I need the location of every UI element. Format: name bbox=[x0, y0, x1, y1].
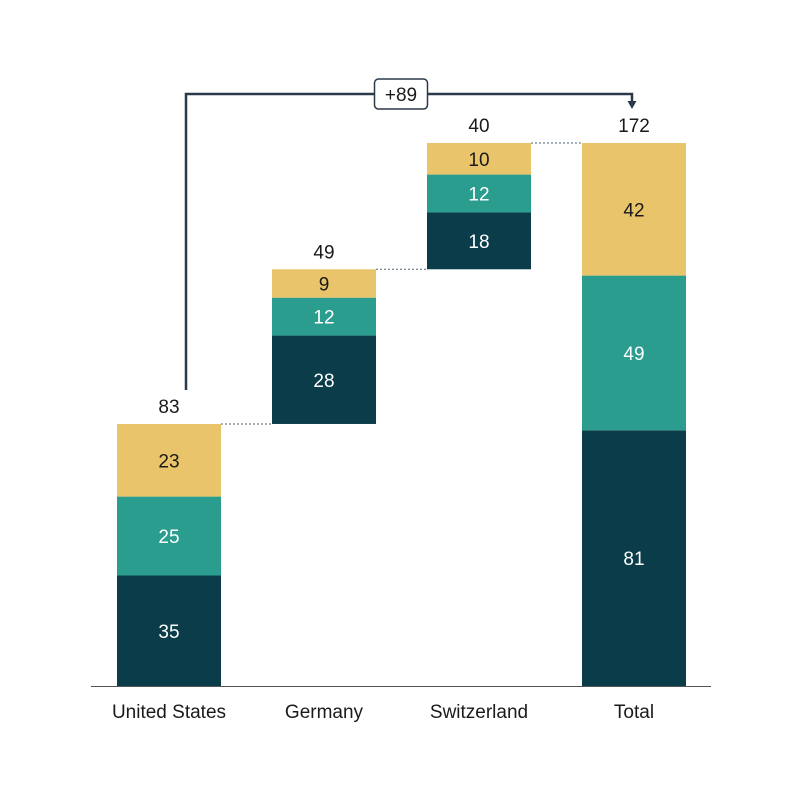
total-label-germany: 49 bbox=[313, 242, 334, 263]
segment-label-total-2: 49 bbox=[623, 344, 644, 365]
segment-label-united-states-3: 23 bbox=[158, 451, 179, 472]
bar-switzerland-segment-3 bbox=[427, 143, 531, 175]
bars-layer bbox=[117, 143, 686, 686]
x-tick-label-total: Total bbox=[614, 702, 654, 723]
segment-label-united-states-2: 25 bbox=[158, 527, 179, 548]
bar-total-segment-2 bbox=[582, 275, 686, 431]
total-label-united-states: 83 bbox=[158, 397, 179, 418]
bar-germany-segment-3 bbox=[272, 269, 376, 298]
labels-layer: 35 25 23 83 28 12 9 49 18 12 10 40 81 49 42 172 bbox=[158, 116, 649, 643]
x-axis: United States Germany Switzerland Total bbox=[91, 686, 711, 723]
segment-label-switzerland-1: 18 bbox=[468, 232, 489, 253]
bar-united-states-segment-1 bbox=[117, 575, 221, 686]
bracket-line bbox=[184, 92, 634, 390]
difference-label: +89 bbox=[385, 85, 417, 106]
total-label-switzerland: 40 bbox=[468, 116, 489, 137]
segment-label-germany-3: 9 bbox=[319, 274, 330, 295]
bar-switzerland-segment-1 bbox=[427, 212, 531, 270]
x-tick-label-switzerland: Switzerland bbox=[430, 702, 528, 723]
difference-box bbox=[373, 78, 429, 110]
segment-label-united-states-1: 35 bbox=[158, 622, 179, 643]
difference-bracket: +89 bbox=[184, 78, 637, 390]
connectors-layer bbox=[221, 142, 582, 425]
segment-label-switzerland-3: 10 bbox=[468, 150, 489, 171]
bar-switzerland-segment-2 bbox=[427, 174, 531, 213]
x-tick-label-united-states: United States bbox=[112, 702, 226, 723]
segment-label-germany-1: 28 bbox=[313, 371, 334, 392]
segment-label-germany-2: 12 bbox=[313, 308, 334, 329]
x-tick-label-germany: Germany bbox=[285, 702, 364, 723]
segment-label-total-1: 81 bbox=[623, 549, 644, 570]
bar-total-segment-3 bbox=[582, 143, 686, 276]
bar-united-states-segment-3 bbox=[117, 423, 221, 497]
bar-total-segment-1 bbox=[582, 430, 686, 686]
bracket-arrowhead bbox=[627, 101, 637, 109]
bar-united-states-segment-2 bbox=[117, 496, 221, 576]
segment-label-total-3: 42 bbox=[623, 200, 644, 221]
segment-label-switzerland-2: 12 bbox=[468, 185, 489, 206]
bar-germany-segment-2 bbox=[272, 297, 376, 336]
total-label-total: 172 bbox=[618, 116, 650, 137]
bar-germany-segment-1 bbox=[272, 335, 376, 424]
